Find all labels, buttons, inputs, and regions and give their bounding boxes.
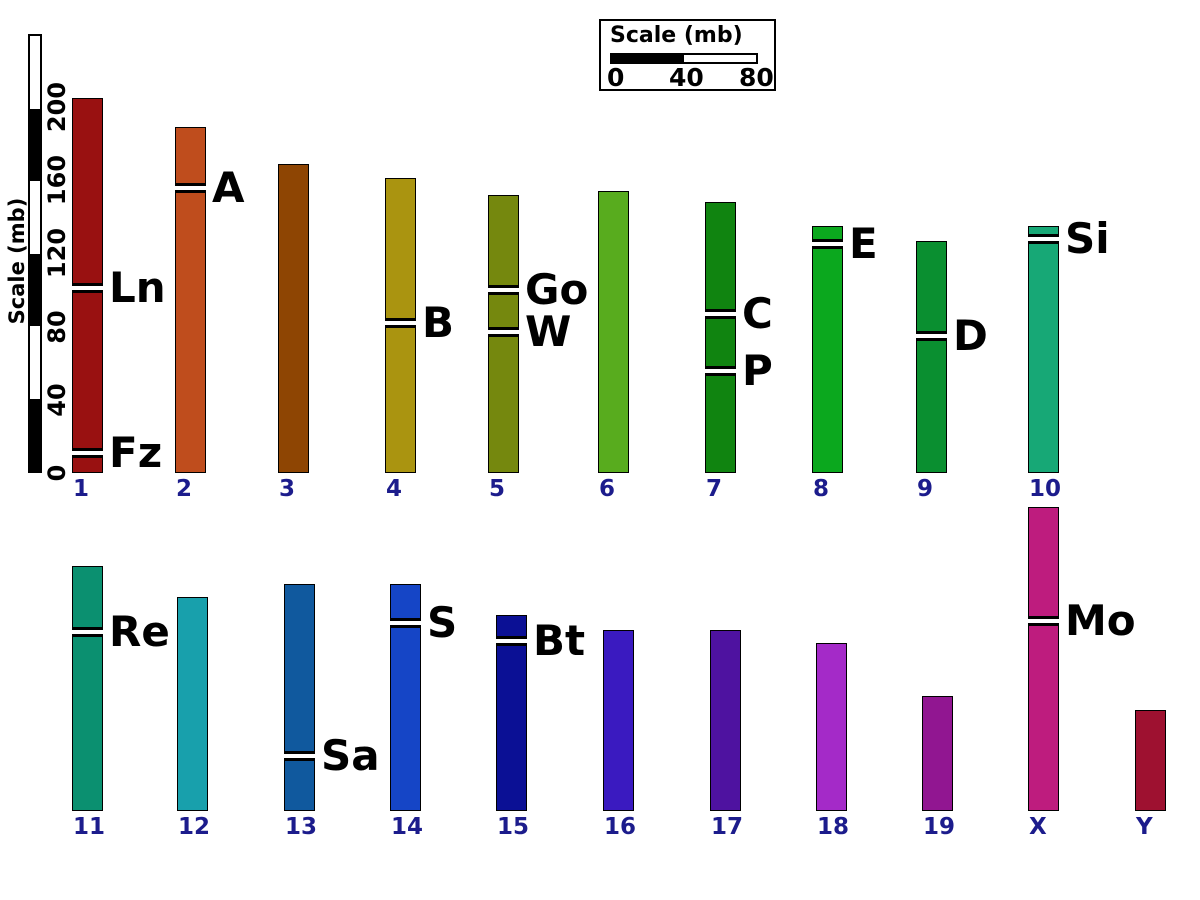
y-axis-tick-label-200: 200 [43,81,71,133]
chromosome-18-bar [816,642,847,811]
marker-band-W [488,327,519,338]
y-axis-tick-label-40: 40 [43,383,71,417]
marker-label-Ln: Ln [109,263,166,313]
y-axis-black-segment [30,253,40,326]
chromosome-3-label: 3 [279,476,296,502]
chromosome-7-label: 7 [706,476,723,502]
marker-band-Re [72,626,103,637]
chromosome-11-bar [72,565,103,811]
chromosome-10-label: 10 [1029,476,1062,502]
marker-label-A: A [212,162,245,212]
marker-band-Ln [72,283,103,294]
chromosome-17-label: 17 [711,814,744,840]
y-axis-scale-bar [28,34,42,473]
chromosome-7-bar [705,202,736,473]
y-axis-black-segment [30,398,40,471]
chromosome-9-bar [916,240,947,473]
chromosome-12-bar [177,596,208,811]
chromosome-1-label: 1 [73,476,90,502]
marker-band-S [390,617,421,628]
chromosome-14-label: 14 [391,814,424,840]
y-axis-tick-label-120: 120 [43,228,71,279]
scale-legend-tick-0: 0 [607,63,625,92]
chromosome-19-bar [922,695,953,811]
marker-label-B: B [422,297,455,347]
marker-label-Mo: Mo [1065,595,1136,645]
y-axis-tick-label-0: 0 [43,464,71,482]
marker-label-Si: Si [1065,213,1110,263]
marker-label-W: W [525,307,572,357]
chromosome-19-label: 19 [923,814,956,840]
chromosome-X-label: X [1029,814,1047,840]
chromosome-2-label: 2 [176,476,193,502]
marker-label-D: D [953,310,988,360]
chromosome-Y-bar [1135,710,1166,811]
marker-label-S: S [427,597,458,647]
y-axis-tick-label-80: 80 [43,309,71,344]
scale-legend-title: Scale (mb) [610,23,743,48]
marker-band-Si [1028,233,1059,244]
chromosome-11-label: 11 [73,814,106,840]
marker-band-D [916,330,947,341]
chromosome-15-label: 15 [497,814,530,840]
chromosome-15-bar [496,615,527,811]
chromosome-X-bar [1028,507,1059,811]
marker-label-P: P [742,345,773,395]
chromosome-16-bar [603,629,634,811]
chromosome-17-bar [710,629,741,811]
marker-band-Bt [496,635,527,646]
marker-band-E [812,239,843,250]
marker-label-E: E [849,219,878,269]
chromosome-10-bar [1028,225,1059,473]
marker-label-C: C [742,288,773,338]
marker-band-Sa [284,751,315,762]
chromosome-16-label: 16 [604,814,637,840]
y-axis-title: Scale (mb) [5,197,29,325]
marker-band-Go [488,285,519,295]
chromosome-6-bar [598,191,629,473]
marker-label-Sa: Sa [321,731,380,781]
chromosome-13-bar [284,584,315,811]
y-axis-tick-label-160: 160 [43,155,71,206]
chromosome-13-label: 13 [285,814,318,840]
scale-legend-bar-black-segment [612,55,684,62]
chromosome-8-bar [812,225,843,473]
marker-label-Re: Re [109,606,170,656]
marker-label-Go: Go [525,265,589,314]
scale-legend-bar [610,53,758,64]
marker-label-Bt: Bt [533,615,586,665]
marker-band-B [385,317,416,328]
chromosome-6-label: 6 [599,476,616,502]
marker-band-A [175,182,206,193]
chromosome-3-bar [278,163,309,473]
scale-legend-tick-40: 40 [669,63,704,92]
chromosome-9-label: 9 [917,476,934,502]
chromosome-2-bar [175,127,206,473]
marker-band-P [705,365,736,376]
marker-band-Fz [72,447,103,458]
marker-label-Fz: Fz [109,427,163,477]
marker-band-C [705,308,736,319]
marker-band-Mo [1028,615,1059,626]
scale-legend-tick-80: 80 [739,63,774,92]
chromosome-Y-label: Y [1136,814,1153,840]
y-axis-black-segment [30,108,40,181]
chromosome-8-label: 8 [813,476,830,502]
chromosome-12-label: 12 [178,814,211,840]
chromosome-5-label: 5 [489,476,506,502]
chromosome-18-label: 18 [817,814,850,840]
scale-legend-box: Scale (mb) 0 40 80 [599,19,776,92]
chromosome-4-label: 4 [386,476,403,502]
